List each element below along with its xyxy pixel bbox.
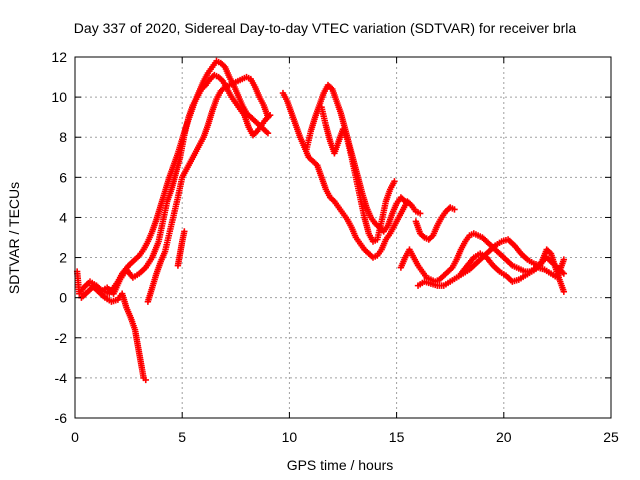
grid xyxy=(75,57,611,418)
x-tick-label: 5 xyxy=(178,429,186,445)
data-point xyxy=(560,288,568,295)
x-axis-label: GPS time / hours xyxy=(287,457,394,473)
y-tick-label: 2 xyxy=(59,250,67,266)
data-point xyxy=(142,376,149,384)
y-tick-label: -4 xyxy=(55,370,68,386)
plot-frame xyxy=(74,56,612,419)
series-track-2 xyxy=(78,71,274,301)
data-point xyxy=(264,130,272,137)
data-point xyxy=(391,178,398,185)
y-tick-label: 4 xyxy=(59,209,67,225)
series-track-8 xyxy=(318,103,398,245)
x-tick-label: 0 xyxy=(71,429,79,445)
x-tick-label: 25 xyxy=(603,429,619,445)
y-tick-label: 10 xyxy=(51,89,67,105)
y-tick-label: 8 xyxy=(59,129,67,145)
y-tick-label: -2 xyxy=(55,330,68,346)
data-point xyxy=(416,210,424,217)
x-tick-label: 10 xyxy=(282,429,298,445)
y-tick-label: 6 xyxy=(59,169,67,185)
y-tick-label: 0 xyxy=(59,290,67,306)
series-track-3 xyxy=(88,282,149,384)
data-point xyxy=(451,206,458,213)
chart-title: Day 337 of 2020, Sidereal Day-to-day VTE… xyxy=(74,20,577,36)
y-tick-label: 12 xyxy=(51,49,67,65)
data-point xyxy=(264,113,272,121)
data-point xyxy=(560,256,568,263)
y-tick-label: -6 xyxy=(55,410,68,426)
axis-ticks: -6 -4 -2 0 2 4 6 8 10 12 0 5 10 15 20 25 xyxy=(51,49,619,445)
series-track-10 xyxy=(412,204,458,243)
series-track-12 xyxy=(457,250,568,285)
data-point xyxy=(401,198,409,205)
x-tick-label: 15 xyxy=(389,429,405,445)
data-point xyxy=(181,228,188,235)
series-track-5 xyxy=(174,228,188,269)
y-axis-label: SDTVAR / TECUs xyxy=(6,182,22,294)
x-tick-label: 20 xyxy=(496,429,512,445)
series-track-7 xyxy=(303,81,409,235)
plot-area xyxy=(73,57,568,384)
series-track-6 xyxy=(279,89,424,261)
series-track-4 xyxy=(144,73,272,305)
